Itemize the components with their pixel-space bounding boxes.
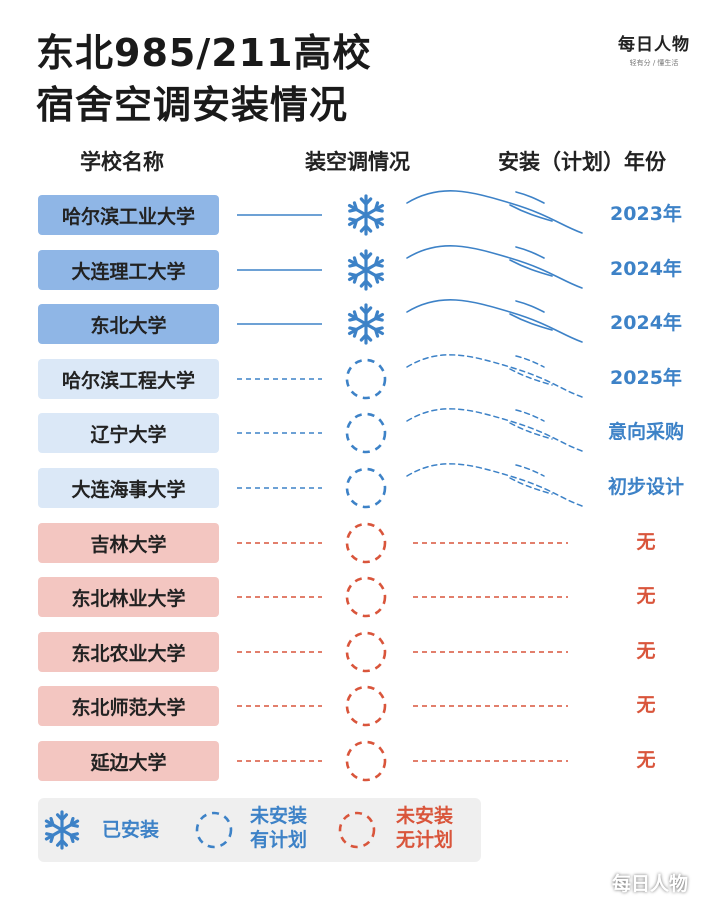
snowflake-icon: [44, 810, 80, 850]
logo-slogan: 轻有分 / 懂生活: [629, 59, 679, 67]
status-graphic: [237, 299, 583, 345]
dashed-circle-icon: [345, 467, 387, 509]
wind-lines: [406, 408, 583, 452]
legend-planned-line2: 有计划: [250, 829, 308, 851]
logo-main-text: 每日人物: [618, 35, 690, 55]
status-graphic: [237, 408, 583, 454]
table-row: 东北大学 2024年: [0, 299, 720, 345]
table-row: 东北林业大学 无: [0, 576, 720, 618]
table-row: 大连理工大学 2024年: [0, 245, 720, 291]
table-row: 东北农业大学 无: [0, 631, 720, 673]
status-graphic: [237, 631, 568, 673]
status-graphic: [237, 685, 568, 727]
year-label: 2024年: [610, 312, 682, 334]
snowflake-icon: [347, 194, 385, 236]
year-label: 意向采购: [607, 421, 684, 443]
school-name: 大连海事大学: [38, 468, 219, 508]
status-graphic: [237, 740, 568, 782]
snowflake-icon: [347, 249, 385, 291]
table-row: 哈尔滨工业大学 2023年: [0, 190, 720, 236]
table-row: 哈尔滨工程大学 2025年: [0, 354, 720, 400]
snowflake-icon: [44, 810, 80, 850]
table-row: 吉林大学 无: [0, 522, 720, 564]
school-name: 大连理工大学: [38, 250, 219, 290]
legend-installed-label: 已安装: [102, 819, 160, 841]
dashed-circle-icon: [345, 740, 387, 782]
legend: 已安装 未安装 有计划 未安装 无计划: [38, 798, 481, 862]
legend-none-label: 未安装 无计划: [396, 804, 453, 852]
page-title-line2: 宿舍空调安装情况: [36, 83, 349, 127]
year-label: 2025年: [610, 367, 682, 389]
dashed-circle-icon: [345, 522, 387, 564]
wind-lines: [406, 463, 583, 507]
school-name: 东北农业大学: [38, 632, 219, 672]
year-label: 无: [636, 585, 656, 607]
year-label: 2023年: [610, 203, 682, 225]
school-name: 东北师范大学: [38, 686, 219, 726]
year-label: 初步设计: [607, 476, 684, 498]
legend-none-line1: 未安装: [396, 805, 454, 827]
snowflake-icon: [347, 303, 385, 345]
wind-lines: [406, 190, 583, 234]
table-row: 延边大学 无: [0, 740, 720, 782]
status-graphic: [237, 576, 568, 618]
legend-planned-line1: 未安装: [250, 805, 308, 827]
dashed-circle-icon: [195, 811, 233, 849]
watermark: 每日人物: [612, 873, 689, 895]
status-graphic: [237, 463, 583, 509]
school-name: 东北大学: [38, 304, 219, 344]
year-label: 无: [636, 640, 656, 662]
table-row: 大连海事大学 初步设计: [0, 463, 720, 509]
school-name: 吉林大学: [38, 523, 219, 563]
wind-lines: [406, 299, 583, 343]
school-name: 延边大学: [38, 741, 219, 781]
year-label: 无: [636, 694, 656, 716]
header-status: 装空调情况: [305, 150, 410, 174]
year-label: 无: [636, 749, 656, 771]
table-row: 辽宁大学 意向采购: [0, 408, 720, 454]
wind-lines: [406, 354, 583, 398]
legend-planned-label: 未安装 有计划: [250, 804, 307, 852]
dashed-circle-icon: [345, 576, 387, 618]
dashed-circle-icon: [345, 631, 387, 673]
header-year: 安装（计划）年份: [498, 150, 666, 174]
table-row: 东北师范大学 无: [0, 685, 720, 727]
school-name: 哈尔滨工程大学: [38, 359, 219, 399]
dashed-circle-icon: [345, 412, 387, 454]
school-name: 哈尔滨工业大学: [38, 195, 219, 235]
brand-logo: 每日人物 轻有分 / 懂生活: [616, 30, 692, 68]
school-name: 辽宁大学: [38, 413, 219, 453]
dashed-circle-icon: [345, 358, 387, 400]
status-graphic: [237, 190, 583, 236]
status-graphic: [237, 522, 568, 564]
header-school: 学校名称: [80, 150, 164, 174]
status-graphic: [237, 245, 583, 291]
dashed-circle-icon: [338, 811, 376, 849]
page-title-line1: 东北985/211高校: [36, 31, 372, 75]
dashed-circle-icon: [338, 811, 376, 849]
legend-none-line2: 无计划: [396, 829, 454, 851]
year-label: 无: [636, 531, 656, 553]
wind-lines: [406, 245, 583, 289]
status-graphic: [237, 354, 583, 400]
dashed-circle-icon: [195, 811, 233, 849]
year-label: 2024年: [610, 258, 682, 280]
school-name: 东北林业大学: [38, 577, 219, 617]
dashed-circle-icon: [345, 685, 387, 727]
